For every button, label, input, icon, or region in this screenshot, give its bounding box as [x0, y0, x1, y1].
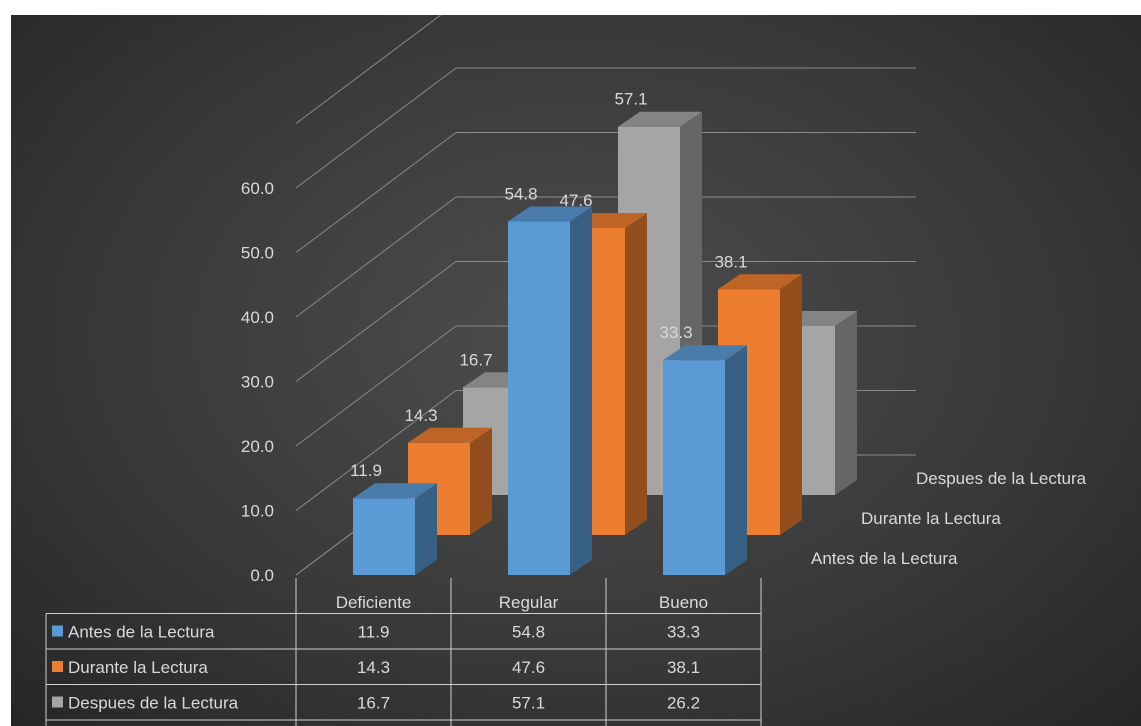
- y-tick-label: 60.0: [241, 179, 274, 198]
- bar-front: [508, 221, 570, 576]
- series-axis-label: Despues de la Lectura: [916, 469, 1087, 488]
- table-cell: 16.7: [357, 694, 390, 713]
- data-label: 16.7: [459, 350, 492, 369]
- gridline-side: [295, 132, 457, 253]
- gridline-side: [295, 390, 457, 511]
- bar-top: [508, 206, 592, 222]
- table-series-name: Antes de la Lectura: [68, 623, 215, 642]
- table-series-name: Durante la Lectura: [68, 658, 208, 677]
- data-label: 47.6: [559, 191, 592, 210]
- table-cell: 47.6: [512, 658, 545, 677]
- category-label: Bueno: [659, 593, 708, 612]
- bar-front: [353, 498, 415, 575]
- table-cell: 33.3: [667, 623, 700, 642]
- y-tick-label: 30.0: [241, 373, 274, 392]
- bar-top: [618, 111, 702, 127]
- data-label: 38.1: [714, 252, 747, 271]
- table-cell: 14.3: [357, 658, 390, 677]
- bar-side: [470, 427, 492, 535]
- bar-top: [718, 274, 802, 290]
- y-tick-label: 20.0: [241, 437, 274, 456]
- chart-area: 0.0 10.0 20.0 30.0 40.0 50.0 60.0 16.7 57.1 26.2 1…: [11, 15, 1141, 726]
- bar-side: [570, 206, 592, 576]
- data-label: 11.9: [350, 461, 382, 480]
- data-label: 14.3: [404, 406, 437, 425]
- legend-key: [52, 661, 63, 672]
- series-axis-label: Durante la Lectura: [861, 509, 1001, 528]
- bar-side: [780, 274, 802, 535]
- data-label: 33.3: [659, 323, 692, 342]
- bar-side: [835, 311, 857, 495]
- bar-side: [415, 483, 437, 575]
- table-cell: 38.1: [667, 658, 700, 677]
- gridline-side: [295, 196, 457, 318]
- bar-front: [663, 360, 725, 575]
- y-tick-label: 10.0: [241, 502, 274, 521]
- bar-top: [353, 483, 437, 499]
- gridline-side: [295, 261, 457, 382]
- y-tick-label: 50.0: [241, 244, 274, 263]
- series-axis-label: Antes de la Lectura: [811, 549, 958, 568]
- y-tick-label: 40.0: [241, 308, 274, 327]
- bar-side: [625, 212, 647, 536]
- chart-svg: 0.0 10.0 20.0 30.0 40.0 50.0 60.0 16.7 57.1 26.2 1…: [45, 15, 1087, 726]
- legend-key: [52, 696, 63, 708]
- table-series-name: Despues de la Lectura: [68, 694, 239, 713]
- bar-side: [725, 345, 747, 575]
- table-cell: 57.1: [512, 694, 545, 713]
- category-label: Deficiente: [336, 593, 412, 612]
- category-label: Regular: [499, 593, 559, 612]
- gridline-side: [295, 325, 457, 447]
- data-label: 54.8: [504, 185, 537, 204]
- bar-top: [663, 345, 747, 361]
- y-tick-label: 0.0: [250, 566, 274, 585]
- bar-top: [408, 427, 492, 443]
- gridline-side: [295, 15, 442, 124]
- table-cell: 11.9: [358, 623, 390, 642]
- table-cell: 26.2: [667, 694, 700, 713]
- gridline-side: [295, 67, 457, 189]
- table-cell: 54.8: [512, 623, 545, 642]
- data-label: 57.1: [614, 90, 647, 109]
- legend-key: [52, 625, 63, 637]
